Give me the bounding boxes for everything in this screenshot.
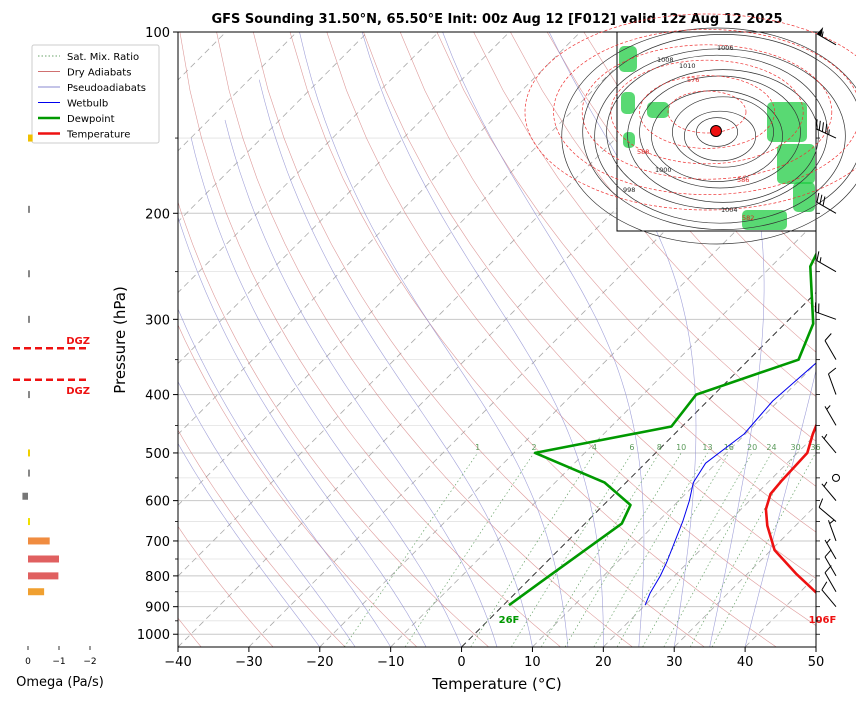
- x-tick-label: 30: [666, 655, 683, 670]
- mixing-ratio-label: 2: [532, 443, 537, 452]
- station-marker: [711, 126, 722, 137]
- inset-contour-label: 1010: [679, 62, 696, 70]
- chart-title: GFS Sounding 31.50°N, 65.50°E Init: 00z …: [211, 12, 782, 27]
- x-tick-label: 10: [524, 655, 541, 670]
- y-tick-label: 200: [145, 207, 170, 222]
- legend-entry-label: Dewpoint: [67, 114, 115, 125]
- inset-terrain-patch: [619, 46, 637, 72]
- x-tick-label: 20: [595, 655, 612, 670]
- surface-dewpoint-label: 26F: [499, 615, 520, 626]
- y-tick-label: 800: [145, 570, 170, 585]
- y-tick-label: 300: [145, 313, 170, 328]
- inset-terrain-patch: [621, 92, 635, 114]
- omega-tick-label: −1: [52, 657, 65, 667]
- x-tick-label: −10: [377, 655, 404, 670]
- legend-entry-label: Pseudoadiabats: [67, 83, 146, 94]
- y-tick-label: 900: [145, 601, 170, 616]
- y-tick-label: 700: [145, 535, 170, 550]
- mixing-ratio-label: 16: [724, 443, 734, 452]
- chart-legend: Sat. Mix. Ratio Dry Adiabats Pseudoadiabat…: [32, 45, 159, 143]
- inset-contour-label: 1006: [717, 44, 734, 52]
- surface-temperature-label: 106F: [809, 615, 837, 626]
- x-tick-label: 0: [457, 655, 465, 670]
- omega-bar: [28, 518, 30, 525]
- omega-bar: [28, 555, 59, 562]
- legend-entry-label: Wetbulb: [67, 99, 108, 110]
- inset-contour-label: 1000: [655, 166, 672, 174]
- omega-bar: [28, 270, 30, 277]
- omega-bar: [22, 493, 28, 500]
- omega-bar: [28, 588, 44, 595]
- inset-contour-label: 576: [687, 76, 699, 84]
- y-tick-label: 100: [145, 26, 170, 41]
- legend-entry-label: Temperature: [66, 130, 130, 141]
- mixing-ratio-label: 10: [676, 443, 686, 452]
- inset-contour-label: 998: [623, 186, 635, 194]
- omega-bar: [28, 135, 33, 142]
- x-tick-label: −20: [306, 655, 333, 670]
- mixing-ratio-label: 1: [475, 443, 480, 452]
- mixing-ratio-label: 20: [747, 443, 757, 452]
- y-tick-label: 1000: [137, 628, 170, 643]
- omega-bar: [28, 206, 30, 213]
- inset-contour-label: 1008: [657, 56, 674, 64]
- mixing-ratio-label: 24: [766, 443, 776, 452]
- legend-entry-label: Sat. Mix. Ratio: [67, 52, 139, 63]
- dgz-label: DGZ: [66, 386, 90, 397]
- inset-contour-label: 588: [637, 148, 649, 156]
- x-tick-label: −30: [235, 655, 262, 670]
- y-axis-label: Pressure (hPa): [111, 286, 129, 394]
- y-tick-label: 500: [145, 447, 170, 462]
- mixing-ratio-label: 30: [791, 443, 801, 452]
- omega-tick-label: −2: [83, 657, 96, 667]
- mixing-ratio-label: 13: [702, 443, 712, 452]
- inset-contour-label: 1004: [721, 206, 738, 214]
- omega-bar: [28, 572, 58, 579]
- y-tick-label: 600: [145, 495, 170, 510]
- omega-bar: [28, 391, 30, 398]
- legend-entry-label: Dry Adiabats: [67, 68, 131, 79]
- x-tick-label: −40: [164, 655, 191, 670]
- inset-contour-label: 582: [742, 214, 754, 222]
- mixing-ratio-label: 4: [592, 443, 597, 452]
- omega-bar: [28, 470, 30, 477]
- mixing-ratio-label: 6: [629, 443, 634, 452]
- inset-contour-label: 586: [737, 176, 749, 184]
- omega-axis-label: Omega (Pa/s): [16, 675, 104, 690]
- omega-bar: [28, 449, 30, 456]
- x-tick-label: 50: [808, 655, 825, 670]
- x-axis-label: Temperature (°C): [431, 675, 561, 693]
- omega-bar: [28, 316, 30, 323]
- omega-tick-label: 0: [25, 657, 31, 667]
- omega-bar: [28, 537, 50, 544]
- x-tick-label: 40: [737, 655, 754, 670]
- mixing-ratio-label: 8: [657, 443, 662, 452]
- dgz-label: DGZ: [66, 336, 90, 347]
- y-tick-label: 400: [145, 389, 170, 404]
